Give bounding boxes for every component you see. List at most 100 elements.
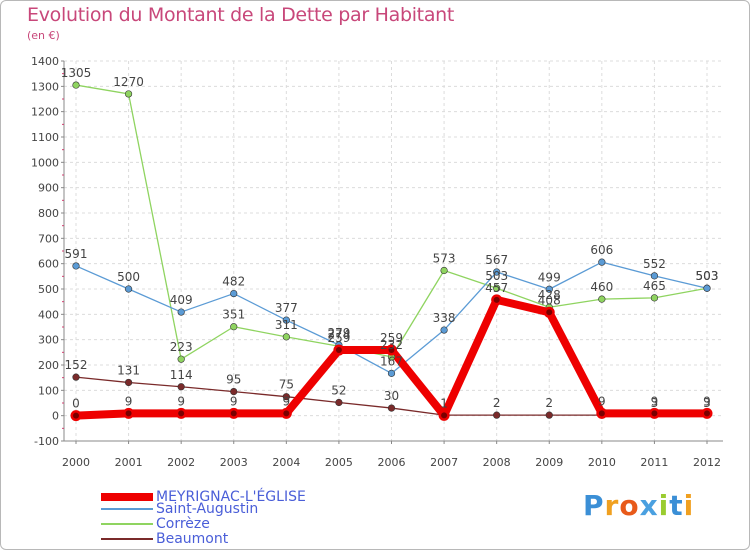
legend-swatch-correze xyxy=(101,523,153,525)
data-label-saint-augustin: 279 xyxy=(327,326,350,340)
logo-letter: i xyxy=(658,489,670,522)
data-label-correze: 573 xyxy=(433,252,456,266)
data-label-correze: 1270 xyxy=(113,75,144,89)
y-tick-label: -100 xyxy=(34,435,59,448)
x-tick-label: 2002 xyxy=(167,456,195,469)
data-point-correze xyxy=(598,295,606,303)
data-label-saint-augustin: 409 xyxy=(170,293,193,307)
data-point-correze xyxy=(177,355,185,363)
data-label-meyrignac: 9 xyxy=(651,394,659,408)
data-label-meyrignac: 457 xyxy=(485,281,508,295)
data-label-beaumont: 131 xyxy=(117,363,140,377)
data-point-beaumont xyxy=(124,378,133,387)
y-tick-label: 900 xyxy=(38,182,59,195)
x-tick-label: 2011 xyxy=(640,456,668,469)
data-point-core-meyrignac xyxy=(441,412,448,419)
data-point-core-meyrignac xyxy=(388,347,395,354)
data-label-meyrignac: 9 xyxy=(177,394,185,408)
legend-item-beaumont: Beaumont xyxy=(101,531,229,547)
data-point-core-meyrignac xyxy=(73,412,79,419)
x-tick-label: 2008 xyxy=(483,456,511,469)
data-point-correze xyxy=(493,284,501,292)
data-label-meyrignac: 1 xyxy=(440,396,448,410)
y-tick-label: 1400 xyxy=(31,55,59,68)
data-label-beaumont: 3 xyxy=(703,396,711,410)
data-point-correze xyxy=(124,90,133,98)
logo-letter: i xyxy=(683,489,695,522)
data-label-correze: 460 xyxy=(590,280,613,294)
data-point-core-meyrignac xyxy=(493,296,500,303)
data-label-saint-augustin: 552 xyxy=(643,257,666,271)
data-point-beaumont xyxy=(72,373,80,381)
y-unit-label: (en €) xyxy=(27,29,60,42)
data-point-correze xyxy=(282,333,290,341)
x-tick-label: 2003 xyxy=(220,456,248,469)
data-label-correze: 503 xyxy=(696,269,719,283)
x-tick-label: 2012 xyxy=(693,456,721,469)
data-point-beaumont xyxy=(493,411,501,419)
data-point-core-meyrignac xyxy=(546,309,553,316)
data-point-saint-augustin xyxy=(703,284,711,292)
x-tick-label: 2009 xyxy=(535,456,563,469)
data-point-core-meyrignac xyxy=(230,410,237,417)
x-tick-label: 2010 xyxy=(588,456,616,469)
legend-label-meyrignac: MEYRIGNAC-L'ÉGLISE xyxy=(156,489,306,505)
data-point-core-meyrignac xyxy=(125,410,132,417)
data-label-beaumont: 95 xyxy=(226,373,241,387)
logo-letter: x xyxy=(639,489,659,522)
legend-label-correze: Corrèze xyxy=(156,516,210,532)
data-point-core-meyrignac xyxy=(598,410,605,417)
data-point-saint-augustin xyxy=(177,308,185,316)
data-point-saint-augustin xyxy=(230,289,238,298)
data-point-beaumont xyxy=(545,411,553,419)
x-tick-label: 2004 xyxy=(272,456,300,469)
y-tick-label: 700 xyxy=(38,232,59,245)
data-point-beaumont xyxy=(230,388,238,396)
data-point-beaumont xyxy=(177,383,185,391)
data-point-saint-augustin xyxy=(493,268,501,276)
legend-swatch-beaumont xyxy=(101,538,153,540)
data-label-meyrignac: 0 xyxy=(72,397,80,411)
data-point-core-meyrignac xyxy=(651,410,658,417)
data-label-beaumont: 2 xyxy=(493,396,501,410)
data-label-correze: 311 xyxy=(275,318,298,332)
data-label-saint-augustin: 503 xyxy=(696,269,719,283)
data-label-correze: 1305 xyxy=(61,66,92,80)
data-label-correze: 274 xyxy=(327,327,350,341)
data-label-beaumont: 3 xyxy=(651,396,659,410)
legend-label-beaumont: Beaumont xyxy=(156,531,229,547)
data-point-saint-augustin xyxy=(387,369,396,377)
y-tick-label: 0 xyxy=(52,410,59,423)
data-label-beaumont: 75 xyxy=(279,378,294,392)
y-tick-label: 100 xyxy=(38,384,59,397)
legend-item-meyrignac: MEYRIGNAC-L'ÉGLISE xyxy=(101,489,306,505)
data-point-core-meyrignac xyxy=(704,410,710,417)
y-tick-label: 200 xyxy=(38,359,59,372)
legend-label-saint-augustin: Saint-Augustin xyxy=(156,501,259,517)
data-label-meyrignac: 9 xyxy=(703,394,711,408)
data-label-meyrignac: 9 xyxy=(125,394,133,408)
data-point-saint-augustin xyxy=(282,316,290,324)
data-label-correze: 428 xyxy=(538,288,561,302)
data-label-correze: 465 xyxy=(643,279,666,293)
data-label-saint-augustin: 338 xyxy=(433,311,456,325)
y-tick-label: 500 xyxy=(38,283,59,296)
x-tick-label: 2006 xyxy=(378,456,406,469)
logo-letter: r xyxy=(604,489,620,522)
data-label-beaumont: 52 xyxy=(331,383,346,397)
y-tick-label: 300 xyxy=(38,334,59,347)
data-label-beaumont: 114 xyxy=(170,368,193,382)
data-label-saint-augustin: 499 xyxy=(538,270,561,284)
data-label-saint-augustin: 377 xyxy=(275,301,298,315)
proxiti-logo: Proxiti xyxy=(583,489,694,522)
x-tick-label: 2000 xyxy=(62,456,90,469)
data-label-saint-augustin: 500 xyxy=(117,270,140,284)
data-label-correze: 503 xyxy=(485,269,508,283)
data-label-saint-augustin: 606 xyxy=(590,243,613,257)
data-label-meyrignac: 9 xyxy=(283,394,291,408)
y-tick-label: 800 xyxy=(38,207,59,220)
y-tick-label: 1100 xyxy=(31,131,59,144)
data-point-saint-augustin xyxy=(72,262,80,270)
data-label-meyrignac: 259 xyxy=(380,331,403,345)
x-tick-label: 2005 xyxy=(325,456,353,469)
